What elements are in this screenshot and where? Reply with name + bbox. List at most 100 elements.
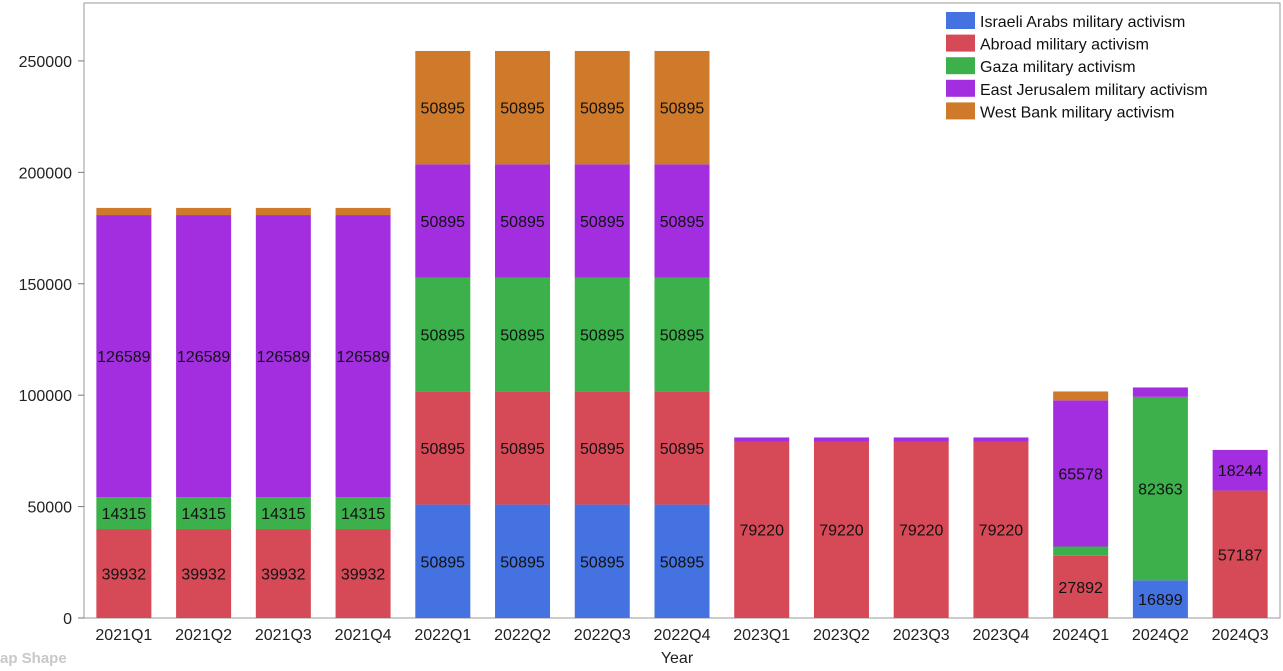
- data-label: 50895: [660, 214, 705, 231]
- legend-label[interactable]: Israeli Arabs military activism: [980, 14, 1185, 31]
- bar-segment[interactable]: [574, 164, 630, 278]
- data-label: 39932: [261, 567, 306, 584]
- bar-segment[interactable]: [813, 437, 869, 442]
- data-label: 65578: [1058, 466, 1103, 483]
- legend-label[interactable]: Gaza military activism: [980, 59, 1136, 76]
- y-tick-label: 150000: [19, 277, 72, 294]
- bar-segment[interactable]: [415, 391, 471, 505]
- bar-segment[interactable]: [1053, 555, 1109, 618]
- bar-segment[interactable]: [654, 164, 710, 278]
- data-label: 79220: [979, 523, 1024, 540]
- bar-segment[interactable]: [335, 529, 391, 618]
- bar-segment[interactable]: [96, 215, 152, 498]
- data-label: 126589: [97, 349, 150, 366]
- bar-segment[interactable]: [415, 164, 471, 278]
- bar-segment[interactable]: [495, 164, 551, 278]
- bar-segment[interactable]: [176, 207, 232, 216]
- bar-segment[interactable]: [495, 50, 551, 165]
- x-tick-label: 2022Q3: [574, 627, 631, 644]
- bar-segment[interactable]: [1053, 391, 1109, 401]
- bar-segment[interactable]: [176, 215, 232, 498]
- bar-segment[interactable]: [1132, 580, 1188, 618]
- bar-segment[interactable]: [1053, 400, 1109, 547]
- data-label: 39932: [102, 567, 147, 584]
- data-label: 14315: [341, 506, 386, 523]
- data-label: 50895: [421, 327, 466, 344]
- x-tick-label: 2022Q4: [654, 627, 711, 644]
- bar-segment[interactable]: [495, 391, 551, 505]
- bar-segment[interactable]: [255, 207, 311, 216]
- bar-segment[interactable]: [734, 437, 790, 442]
- data-label: 50895: [660, 101, 705, 118]
- bar-segment[interactable]: [495, 504, 551, 618]
- bar-segment[interactable]: [1053, 546, 1109, 556]
- bar-segment[interactable]: [813, 441, 869, 618]
- corner-label: ap Shape: [0, 650, 67, 667]
- bar-segment[interactable]: [335, 215, 391, 498]
- x-tick-label: 2021Q2: [175, 627, 232, 644]
- data-label: 50895: [421, 214, 466, 231]
- x-axis: 2021Q1 2021Q2 2021Q3 2021Q4 2022Q1 2022Q2 2022…: [95, 627, 1268, 644]
- y-tick-label: 50000: [28, 500, 73, 517]
- legend-label[interactable]: West Bank military activism: [980, 104, 1174, 121]
- bar-segment[interactable]: [574, 504, 630, 618]
- bar-segment[interactable]: [893, 437, 949, 442]
- bar-segment[interactable]: [973, 437, 1029, 442]
- bar-segment[interactable]: [654, 504, 710, 618]
- x-tick-label: 2024Q3: [1212, 627, 1269, 644]
- data-label: 16899: [1138, 592, 1183, 609]
- data-label: 50895: [421, 101, 466, 118]
- bar-segment[interactable]: [255, 215, 311, 498]
- bar-segment[interactable]: [96, 529, 152, 618]
- data-label: 50895: [500, 327, 545, 344]
- bar-segment[interactable]: [415, 277, 471, 392]
- data-label: 50895: [500, 441, 545, 458]
- bar-segment[interactable]: [415, 504, 471, 618]
- data-label: 79220: [739, 523, 784, 540]
- bar-segment[interactable]: [893, 441, 949, 618]
- x-tick-label: 2021Q3: [255, 627, 312, 644]
- legend-swatch: [946, 79, 975, 97]
- bar-segment[interactable]: [654, 50, 710, 165]
- x-tick-label: 2024Q1: [1052, 627, 1109, 644]
- bar-segment[interactable]: [973, 441, 1029, 618]
- bar-segment[interactable]: [654, 277, 710, 392]
- x-tick-label: 2023Q3: [893, 627, 950, 644]
- bar-segment[interactable]: [495, 277, 551, 392]
- data-label: 50895: [660, 554, 705, 571]
- legend-swatch: [946, 57, 975, 75]
- bar-segment[interactable]: [1132, 396, 1188, 581]
- bar-segment[interactable]: [96, 207, 152, 216]
- bar-segment[interactable]: [654, 391, 710, 505]
- bar-segment[interactable]: [574, 50, 630, 165]
- data-label: 50895: [421, 441, 466, 458]
- bar-segment[interactable]: [335, 207, 391, 216]
- legend-label[interactable]: East Jerusalem military activism: [980, 82, 1208, 99]
- data-label: 14315: [181, 506, 226, 523]
- bar-segment[interactable]: [255, 529, 311, 618]
- bar-segment[interactable]: [574, 277, 630, 392]
- data-label: 79220: [899, 523, 944, 540]
- data-label: 126589: [336, 349, 389, 366]
- bar-segment[interactable]: [415, 50, 471, 165]
- bar-segment[interactable]: [574, 391, 630, 505]
- x-tick-label: 2023Q4: [972, 627, 1029, 644]
- data-label: 50895: [500, 214, 545, 231]
- bar-segment[interactable]: [734, 441, 790, 618]
- bar-segment[interactable]: [176, 497, 232, 530]
- legend-swatch: [946, 34, 975, 52]
- bar-segment[interactable]: [176, 529, 232, 618]
- bars-group: [96, 50, 1268, 618]
- bar-segment[interactable]: [335, 497, 391, 530]
- bar-segment[interactable]: [1132, 387, 1188, 397]
- bar-segment[interactable]: [1212, 449, 1268, 491]
- data-label: 50895: [580, 214, 625, 231]
- x-tick-label: 2024Q2: [1132, 627, 1189, 644]
- bar-segment[interactable]: [1212, 490, 1268, 618]
- data-label: 79220: [819, 523, 864, 540]
- legend[interactable]: Israeli Arabs military activism Abroad mi…: [946, 12, 1208, 121]
- legend-label[interactable]: Abroad military activism: [980, 37, 1149, 54]
- bar-segment[interactable]: [96, 497, 152, 530]
- bar-segment[interactable]: [255, 497, 311, 530]
